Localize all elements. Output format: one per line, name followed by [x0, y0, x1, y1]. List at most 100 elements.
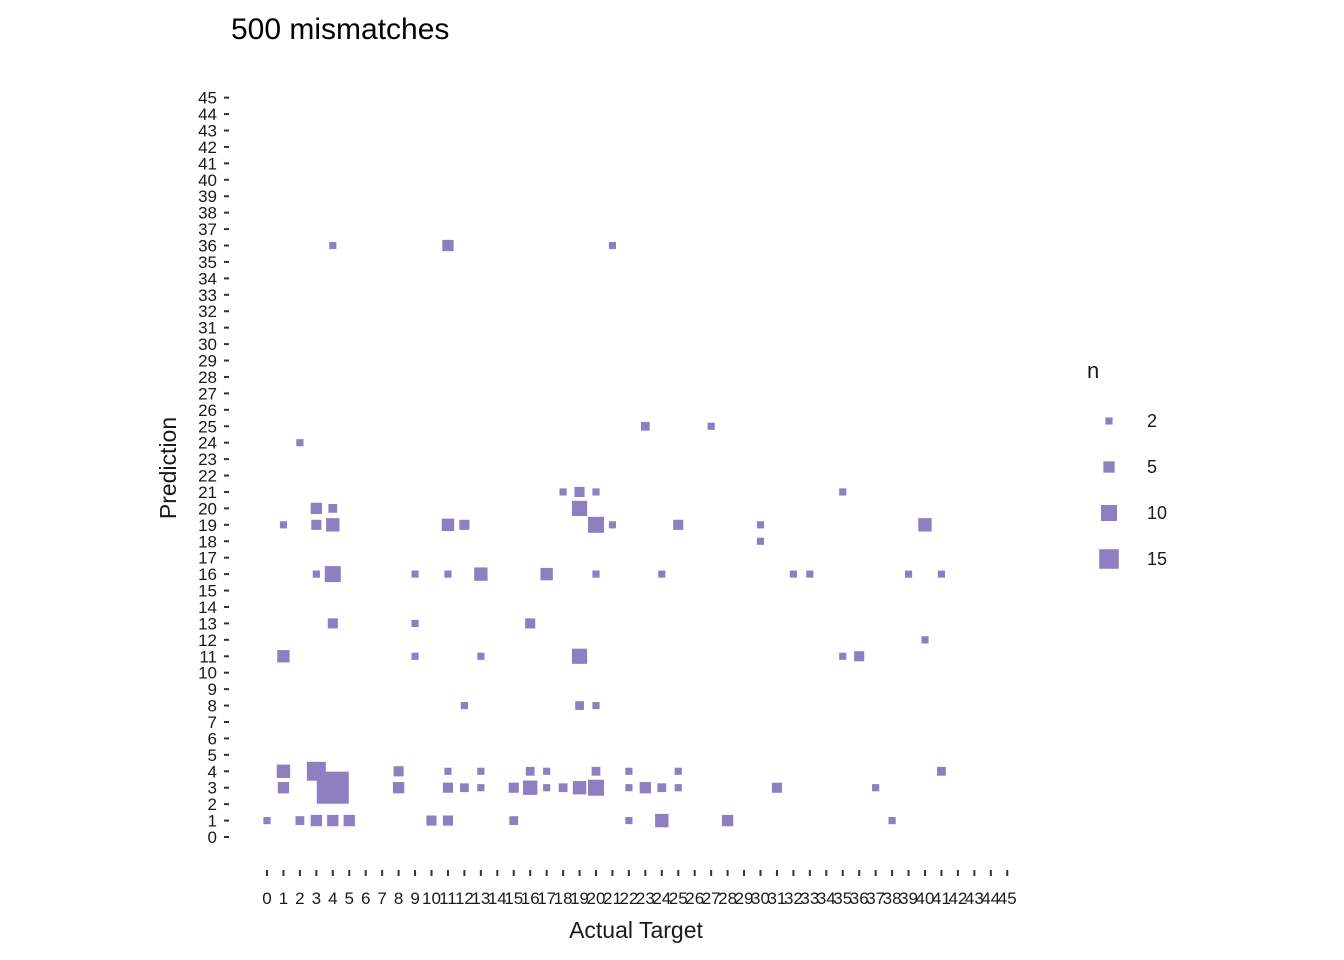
y-tick-label: 39 — [198, 187, 217, 206]
x-tick-label: 9 — [410, 889, 419, 908]
data-point — [296, 439, 304, 447]
y-tick-label: 31 — [198, 319, 217, 338]
x-tick-label: 20 — [587, 889, 606, 908]
x-tick-label: 22 — [619, 889, 638, 908]
data-point — [592, 701, 600, 710]
y-tick-label: 11 — [199, 647, 217, 666]
y-tick-label: 27 — [198, 384, 217, 403]
x-tick-label: 42 — [948, 889, 967, 908]
y-tick-label: 37 — [198, 220, 217, 239]
data-point — [937, 570, 946, 578]
x-tick-label: 5 — [345, 889, 354, 908]
y-tick-label: 13 — [198, 614, 217, 633]
x-tick-label: 40 — [916, 889, 935, 908]
legend-label: 10 — [1147, 503, 1167, 523]
data-point — [608, 241, 617, 250]
data-point — [525, 766, 535, 776]
data-point — [707, 422, 715, 430]
y-tick-label: 28 — [198, 368, 217, 387]
x-tick-label: 17 — [537, 889, 556, 908]
data-point — [523, 780, 538, 795]
data-point — [571, 648, 588, 664]
data-point — [639, 782, 652, 794]
y-tick-label: 42 — [198, 138, 217, 157]
data-point — [625, 816, 633, 825]
size-legend: n 2 5 10 15 — [1087, 358, 1167, 569]
x-tick-label: 10 — [422, 889, 441, 908]
data-point — [559, 488, 567, 496]
legend-key — [1099, 549, 1119, 569]
x-axis-title: Actual Target — [569, 917, 703, 943]
data-point — [673, 519, 684, 530]
data-point — [575, 701, 584, 710]
data-point — [343, 814, 355, 827]
x-tick-label: 3 — [312, 889, 321, 908]
x-tick-label: 37 — [866, 889, 885, 908]
data-point — [674, 784, 682, 792]
data-point — [588, 516, 604, 533]
data-point — [426, 815, 437, 826]
y-tick-label: 26 — [198, 401, 217, 420]
y-tick-label: 8 — [208, 697, 217, 716]
y-tick-label: 38 — [198, 204, 217, 223]
data-point — [543, 767, 551, 775]
data-point — [839, 488, 847, 496]
data-point — [411, 570, 419, 578]
legend-key — [1103, 461, 1115, 473]
data-point — [854, 651, 865, 662]
y-tick-label: 35 — [198, 253, 217, 272]
y-tick-label: 7 — [208, 713, 217, 732]
y-tick-label: 40 — [198, 171, 217, 190]
y-tick-label: 43 — [198, 122, 217, 141]
y-tick-label: 20 — [198, 499, 217, 518]
data-point — [721, 814, 734, 827]
legend-key — [1105, 417, 1113, 425]
x-tick-label: 29 — [735, 889, 754, 908]
y-tick-label: 12 — [198, 631, 217, 650]
data-point — [525, 618, 536, 629]
x-tick-label: 26 — [685, 889, 704, 908]
data-point — [937, 766, 946, 776]
data-point — [326, 518, 340, 532]
data-point — [756, 537, 765, 545]
x-tick-label: 32 — [784, 889, 803, 908]
x-tick-label: 8 — [394, 889, 403, 908]
x-tick-label: 34 — [817, 889, 836, 908]
data-point — [839, 652, 847, 660]
y-axis-title: Prediction — [155, 417, 181, 519]
legend-label: 5 — [1147, 457, 1157, 477]
data-point — [574, 486, 585, 498]
data-point — [327, 814, 339, 827]
data-point — [872, 784, 880, 792]
y-tick-label: 18 — [198, 532, 217, 551]
data-point — [625, 767, 633, 775]
y-tick-label: 9 — [208, 680, 217, 699]
y-tick-label: 33 — [198, 286, 217, 305]
data-point — [442, 239, 454, 252]
data-point — [442, 815, 454, 826]
y-tick-label: 41 — [198, 154, 217, 173]
x-tick-label: 21 — [603, 889, 622, 908]
data-point — [756, 521, 765, 529]
data-point — [591, 766, 601, 776]
data-points — [263, 239, 946, 828]
data-point — [295, 816, 305, 825]
data-point — [393, 766, 404, 777]
data-point — [460, 783, 469, 793]
x-tick-label: 35 — [833, 889, 852, 908]
data-point — [310, 814, 323, 827]
y-tick-label: 17 — [198, 549, 217, 568]
data-point — [888, 816, 896, 825]
data-point — [442, 782, 454, 793]
data-point — [509, 816, 519, 825]
x-tick-label: 11 — [439, 889, 457, 908]
data-point — [444, 570, 452, 578]
y-tick-label: 44 — [198, 105, 217, 124]
x-tick-label: 24 — [652, 889, 671, 908]
x-tick-label: 31 — [767, 889, 786, 908]
data-point — [625, 784, 633, 792]
data-point — [411, 652, 419, 660]
data-point — [327, 618, 338, 629]
x-tick-label: 25 — [669, 889, 688, 908]
